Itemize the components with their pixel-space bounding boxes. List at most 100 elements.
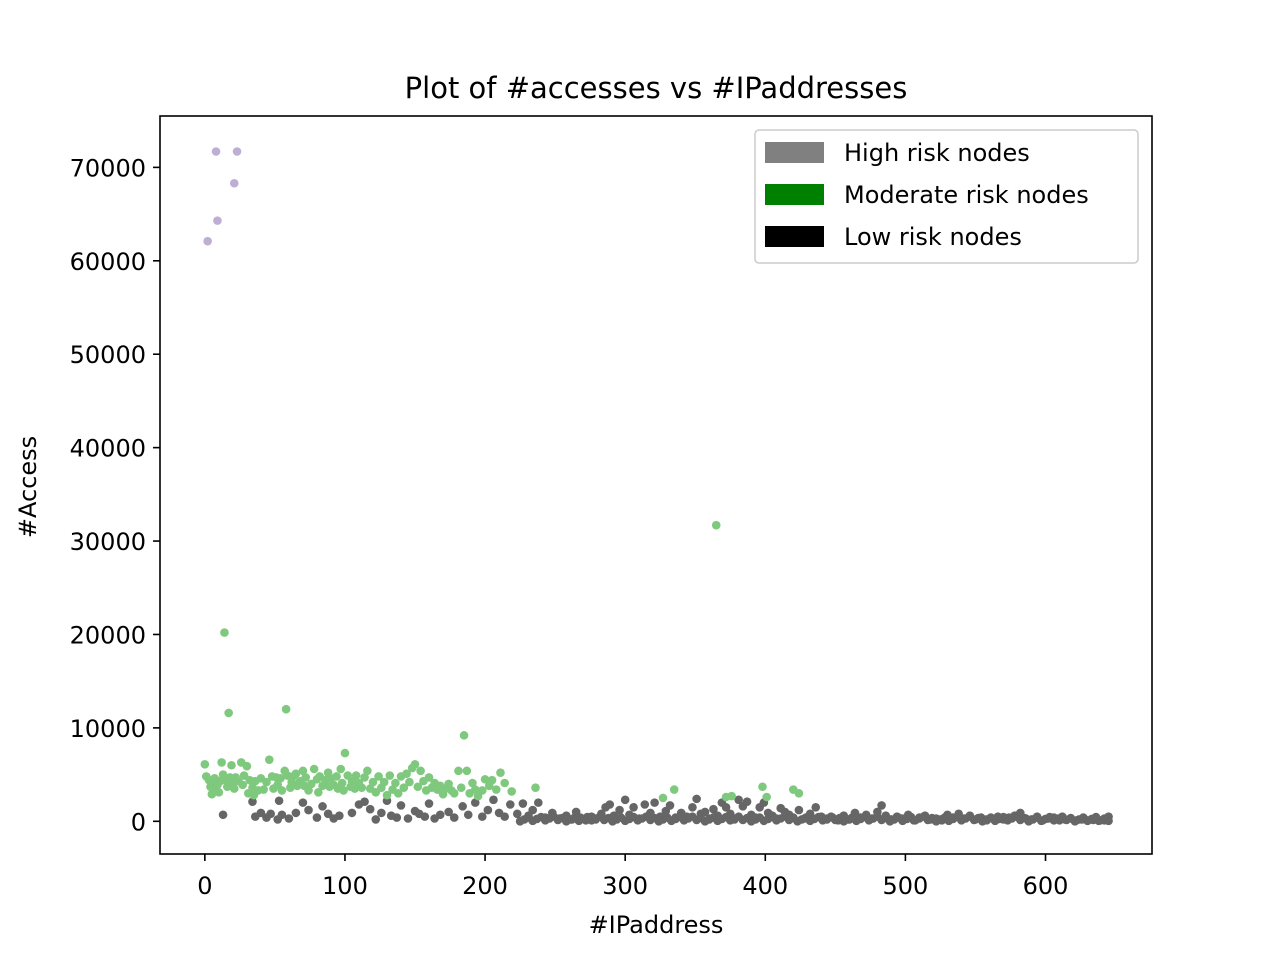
data-point: [444, 779, 453, 789]
data-point: [262, 777, 271, 787]
data-point: [1015, 808, 1025, 818]
data-point: [505, 800, 515, 809]
data-point: [845, 815, 854, 824]
data-point: [496, 768, 505, 778]
data-point: [371, 815, 381, 824]
data-point: [227, 760, 236, 770]
x-tick-label: 500: [882, 872, 928, 900]
data-point: [459, 731, 469, 740]
data-point: [877, 801, 886, 810]
data-point: [500, 812, 509, 821]
data-point: [805, 809, 815, 819]
data-point: [211, 147, 221, 156]
data-point: [403, 814, 413, 823]
x-tick-label: 200: [462, 872, 508, 900]
legend-swatch-low: [765, 226, 824, 247]
legend-label-moderate: Moderate risk nodes: [844, 181, 1089, 209]
y-tick-label: 50000: [70, 341, 146, 369]
y-axis-ticks: 0 10000 20000 30000 40000 50000 60000 70000: [70, 154, 160, 836]
data-point: [435, 810, 445, 820]
data-point: [640, 800, 650, 809]
data-point: [463, 810, 473, 820]
data-point: [658, 793, 668, 803]
data-point: [351, 771, 361, 780]
data-point: [480, 774, 490, 784]
data-point: [332, 772, 341, 781]
data-point: [399, 783, 409, 792]
legend: High risk nodes Moderate risk nodes Low …: [754, 129, 1139, 264]
data-point: [500, 778, 509, 788]
data-point: [413, 782, 423, 792]
data-point: [301, 773, 311, 782]
chart-title: Plot of #accesses vs #IPaddresses: [405, 71, 908, 105]
data-point: [867, 814, 877, 823]
data-point: [259, 785, 268, 794]
data-point: [470, 785, 480, 794]
x-tick-label: 0: [197, 872, 212, 900]
data-point: [298, 766, 308, 776]
data-point: [534, 798, 543, 807]
data-point: [276, 774, 285, 783]
data-point: [309, 764, 319, 774]
data-point: [444, 807, 453, 817]
data-point: [489, 795, 498, 805]
data-point: [304, 805, 313, 815]
data-point: [709, 804, 718, 814]
data-point: [391, 778, 400, 788]
data-point: [692, 794, 701, 804]
data-point: [336, 764, 346, 774]
data-point: [382, 790, 392, 800]
y-tick-label: 40000: [70, 435, 146, 463]
data-point: [424, 773, 434, 782]
data-point: [405, 777, 414, 787]
data-point: [634, 814, 644, 823]
legend-frame: [754, 129, 1139, 264]
data-point: [229, 178, 239, 188]
data-point: [615, 805, 624, 815]
data-point: [340, 748, 350, 758]
data-point: [357, 783, 367, 792]
y-tick-label: 0: [131, 808, 146, 836]
data-point: [597, 809, 606, 819]
data-point: [491, 785, 501, 794]
data-point: [528, 805, 538, 815]
data-point: [721, 802, 731, 812]
data-point: [811, 802, 821, 812]
plot-frame: [159, 115, 1153, 855]
data-point: [248, 797, 257, 806]
data-point: [392, 813, 402, 822]
data-point: [281, 704, 291, 714]
data-point: [682, 812, 692, 821]
data-point: [730, 815, 739, 824]
x-tick-label: 600: [1023, 872, 1069, 900]
data-point: [274, 796, 284, 806]
data-point: [379, 777, 389, 787]
data-point: [655, 812, 665, 821]
data-point: [339, 786, 348, 795]
data-point: [646, 808, 655, 818]
data-point: [449, 813, 459, 822]
data-point: [758, 782, 767, 792]
data-point: [368, 777, 378, 787]
data-point: [312, 813, 322, 822]
data-point: [365, 804, 375, 814]
x-tick-label: 400: [742, 872, 788, 900]
data-point: [377, 808, 386, 818]
data-point: [396, 801, 406, 810]
data-point: [591, 815, 601, 824]
data-point: [462, 766, 472, 776]
data-point: [704, 814, 714, 823]
data-point: [266, 809, 275, 819]
data-point: [335, 811, 344, 820]
data-point: [873, 807, 882, 817]
data-point: [264, 755, 274, 764]
y-tick-label: 70000: [70, 154, 146, 182]
data-point: [385, 771, 395, 780]
data-point: [424, 799, 434, 808]
data-point: [1104, 816, 1113, 826]
data-point: [794, 805, 804, 815]
data-point: [700, 807, 710, 817]
data-point: [487, 775, 497, 785]
data-point: [291, 769, 301, 778]
